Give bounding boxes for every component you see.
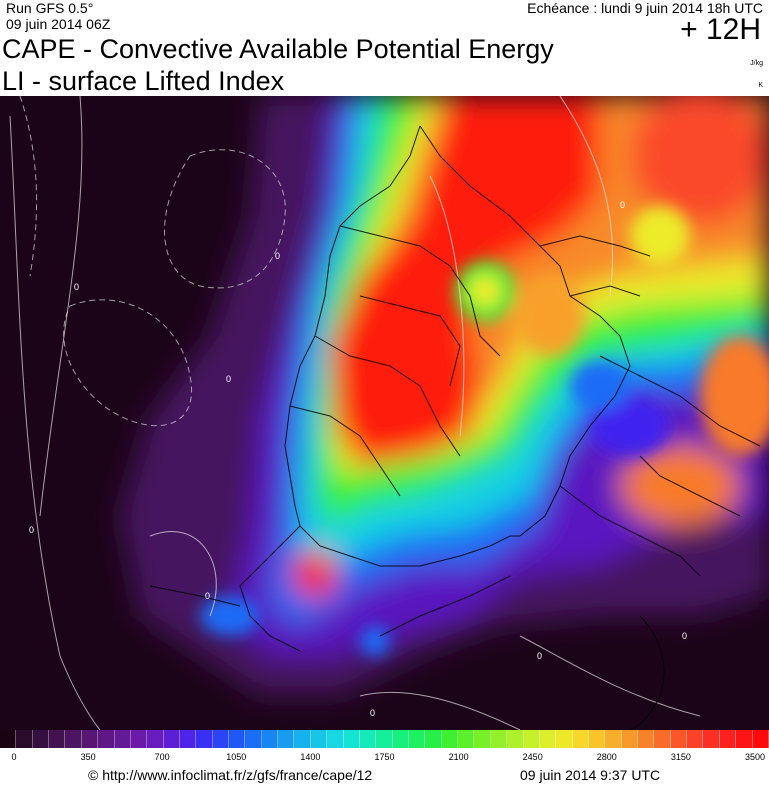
colorbar-swatch [294,730,311,748]
colorbar-tick-label: 1050 [226,752,247,762]
map-title-cape: CAPE - Convective Available Potential En… [2,34,554,64]
colorbar-swatch [0,730,17,748]
contour-label: 0 [275,251,280,261]
forecast-valid-time: Echéance : lundi 9 juin 2014 18h UTC [527,0,763,16]
footer-url: © http://www.infoclimat.fr/z/gfs/france/… [88,767,373,783]
colorbar-swatch [670,730,688,748]
colorbar-swatch [687,730,704,748]
cape-field [0,96,769,696]
lead-time: + 12H [680,13,761,46]
colorbar-tick-label: 2800 [596,752,617,762]
colorbar-swatch [638,730,655,748]
colorbar-tick-label: 1750 [374,752,395,762]
colorbar-swatch [392,730,409,748]
run-date: 09 juin 2014 06Z [6,16,111,32]
colorbar-swatch [490,730,508,748]
colorbar-swatch [736,730,753,748]
colorbar-swatch [539,730,557,748]
colorbar-swatch [441,730,459,748]
cape-interior-features [200,206,769,656]
colorbar-swatch [572,730,589,748]
colorbar-tick-label: 0 [11,752,17,762]
unit-li-label: K [758,82,763,89]
colorbar-swatch [196,730,213,748]
colorbar-tick-label: 3500 [744,752,766,762]
colorbar-swatch [310,730,328,748]
colorbar-tick-label: 1400 [300,752,321,762]
colorbar-swatch [278,730,295,748]
cape-map: 0 0 0 0 0 0 0 0 0 [0,96,769,730]
contour-label: 0 [620,200,625,210]
colorbar-swatch [588,730,606,748]
colorbar-swatch [654,730,671,748]
colorbar-swatch [163,730,180,748]
contour-label: 0 [226,374,231,384]
contour-label: 0 [74,282,79,292]
colorbar-tick-label: 3150 [670,752,691,762]
colorbar-swatch [81,730,99,748]
colorbar-swatch [212,730,230,748]
contour-label: 0 [682,631,687,641]
colorbar-tick-label: 700 [154,752,170,762]
colorbar-swatch [114,730,131,748]
colorbar-tick-label: 2100 [448,752,469,762]
colorbar-swatch [245,730,262,748]
colorbar-swatch [327,730,344,748]
colorbar-swatch [343,730,360,748]
colorbar-swatch [556,730,573,748]
colorbar-swatch [229,730,246,748]
colorbar-swatch [425,730,442,748]
country-borders [149,125,761,730]
colorbar-swatch [65,730,82,748]
colorbar-swatch [523,730,540,748]
colorbar-swatch [507,730,524,748]
colorbar-swatch [703,730,720,748]
contour-labels: 0 0 0 0 0 0 0 0 0 [29,200,687,718]
colorbar [0,730,769,748]
dashed-li-contours [19,96,286,427]
colorbar-swatch [359,730,377,748]
colorbar-swatch [130,730,148,748]
colorbar-tick-label: 2450 [522,752,543,762]
colorbar-swatch [98,730,115,748]
unit-cape-label: J/kg [750,60,763,67]
run-title: Run GFS 0.5° [6,0,94,16]
footer-timestamp: 09 juin 2014 9:37 UTC [520,767,661,783]
contour-label: 0 [29,525,34,535]
colorbar-swatch [16,730,33,748]
colorbar-swatch [147,730,164,748]
map-title-li: LI - surface Lifted Index [2,66,285,96]
colorbar-swatch [605,730,622,748]
colorbar-swatch [719,730,737,748]
colorbar-swatch [179,730,197,748]
contour-label: 0 [537,651,542,661]
colorbar-tick-label: 350 [80,752,96,762]
colorbar-swatch [621,730,639,748]
colorbar-swatch [474,730,491,748]
isolines [9,96,701,730]
colorbar-swatch [408,730,426,748]
colorbar-swatch [32,730,50,748]
colorbar-swatch [261,730,279,748]
colorbar-swatch [752,730,769,748]
colorbar-ticks: 0 350 700 1050 1400 1750 2100 2450 2800 3150 3500 [0,752,769,766]
colorbar-swatch [376,730,393,748]
contour-label: 0 [205,591,210,601]
contour-label: 0 [370,708,375,718]
colorbar-swatch [458,730,475,748]
colorbar-swatch [49,730,66,748]
